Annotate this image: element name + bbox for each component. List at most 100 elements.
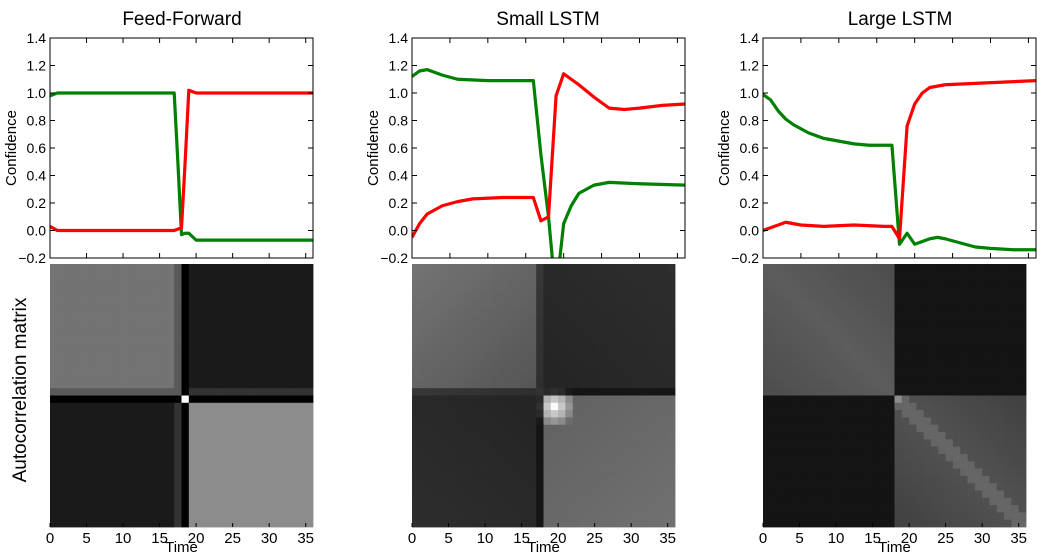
heatmap-cell (159, 497, 168, 506)
heatmap-cell (616, 285, 625, 294)
heatmap-cell (123, 344, 131, 353)
heatmap-cell (609, 388, 617, 396)
heatmap-cell (412, 468, 420, 477)
heatmap-cell (218, 483, 226, 491)
heatmap-cell (836, 453, 844, 462)
heatmap-cell (499, 519, 508, 528)
heatmap-cell (909, 483, 917, 491)
heatmap-cell (821, 293, 830, 301)
heatmap-cell (952, 461, 961, 469)
heatmap-cell (137, 468, 146, 477)
heatmap-cell (645, 468, 654, 477)
heatmap-cell (298, 490, 307, 499)
heatmap-cell (86, 264, 95, 272)
heatmap-cell (916, 344, 925, 353)
heatmap-cell (974, 424, 983, 433)
heatmap-cell (225, 300, 234, 309)
heatmap-cell (843, 337, 852, 345)
heatmap-cell (239, 307, 248, 316)
heatmap-cell (923, 402, 932, 411)
heatmap-cell (93, 388, 102, 396)
heatmap-cell (843, 307, 852, 316)
heatmap-cell (1018, 475, 1027, 484)
heatmap-cell (653, 505, 661, 513)
heatmap-cell (799, 483, 808, 491)
heatmap-cell (938, 358, 947, 367)
heatmap-cell (261, 424, 270, 433)
heatmap-cell (283, 475, 292, 484)
heatmap-cell (974, 366, 983, 374)
heatmap-cell (770, 439, 779, 448)
x-tick-label: 5 (444, 530, 452, 547)
heatmap-cell (799, 344, 808, 353)
heatmap-cell (996, 388, 1005, 396)
heatmap-cell (938, 439, 947, 448)
heatmap-cell (1004, 483, 1012, 491)
heatmap-cell (572, 285, 581, 294)
heatmap-cell (254, 483, 263, 491)
heatmap-cell (558, 264, 566, 272)
heatmap-cell (130, 490, 139, 499)
heatmap-cell (836, 439, 844, 448)
heatmap-cell (667, 329, 676, 338)
heatmap-cell (298, 519, 307, 528)
heatmap-cell (645, 271, 654, 280)
heatmap-cell (514, 380, 522, 389)
heatmap-cell (269, 285, 277, 294)
heatmap-cell (894, 505, 903, 513)
heatmap-cell (806, 351, 815, 360)
heatmap-cell (580, 410, 588, 418)
heatmap-cell (872, 453, 881, 462)
heatmap-cell (426, 410, 435, 418)
heatmap-cell (806, 307, 815, 316)
heatmap-cell (521, 373, 530, 382)
heatmap-cell (269, 468, 277, 477)
heatmap-cell (879, 402, 888, 411)
heatmap-cell (565, 315, 574, 323)
heatmap-cell (93, 505, 102, 513)
heatmap-cell (433, 490, 442, 499)
heatmap-cell (448, 439, 457, 448)
heatmap-cell (821, 424, 830, 433)
heatmap-cell (477, 388, 486, 396)
heatmap-cell (916, 461, 925, 469)
heatmap-cell (276, 307, 285, 316)
heatmap-cell (93, 483, 102, 491)
heatmap-cell (247, 322, 255, 331)
heatmap-cell (536, 461, 544, 469)
heatmap-cell (79, 307, 87, 316)
heatmap-cell (485, 519, 493, 528)
heatmap-cell (601, 468, 610, 477)
heatmap-cell (770, 446, 779, 455)
heatmap-cell (909, 337, 917, 345)
heatmap-cell (565, 264, 574, 272)
heatmap-cell (137, 329, 146, 338)
heatmap-cell (660, 475, 669, 484)
heatmap-cell (792, 322, 800, 331)
heatmap-cell (115, 322, 124, 331)
heatmap-cell (653, 439, 661, 448)
heatmap-cell (996, 285, 1005, 294)
heatmap-cell (550, 490, 559, 499)
heatmap-cell (923, 285, 932, 294)
heatmap-cell (218, 410, 226, 418)
heatmap-cell (448, 373, 457, 382)
heatmap-cell (989, 446, 998, 455)
heatmap-cell (901, 307, 910, 316)
heatmap-cell (50, 432, 58, 440)
heatmap-cell (101, 380, 109, 389)
heatmap-cell (806, 417, 815, 426)
heatmap-cell (601, 512, 610, 521)
heatmap-cell (836, 432, 844, 440)
heatmap-cell (601, 358, 610, 367)
heatmap-cell (412, 424, 420, 433)
heatmap-cell (843, 329, 852, 338)
heatmap-cell (71, 351, 80, 360)
heatmap-cell (298, 329, 307, 338)
heatmap-cell (108, 483, 117, 491)
heatmap-cell (455, 410, 464, 418)
heatmap-cell (276, 329, 285, 338)
heatmap-cell (777, 446, 786, 455)
heatmap-cell (623, 344, 632, 353)
heatmap-cell (901, 468, 910, 477)
